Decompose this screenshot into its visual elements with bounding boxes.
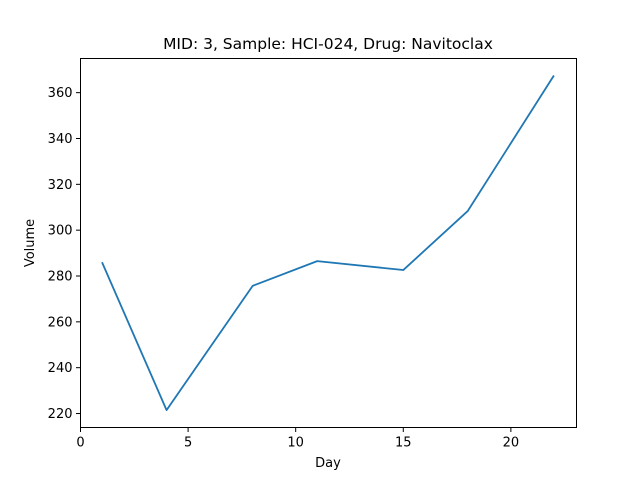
y-tick-label: 260 bbox=[48, 315, 73, 330]
y-axis-label: Volume bbox=[23, 219, 38, 267]
y-axis-ticks: 220 240 260 280 300 320 340 360 bbox=[48, 86, 81, 422]
x-axis-label: Day bbox=[315, 456, 341, 471]
chart-title: MID: 3, Sample: HCI-024, Drug: Navitocla… bbox=[163, 35, 493, 53]
x-tick-label: 5 bbox=[184, 436, 192, 451]
x-axis-ticks: 0 5 10 15 20 bbox=[76, 427, 520, 451]
plot-area bbox=[80, 58, 577, 428]
x-tick-label: 20 bbox=[503, 436, 520, 451]
y-tick-label: 220 bbox=[48, 407, 73, 422]
y-tick-label: 340 bbox=[48, 132, 73, 147]
x-tick-label: 0 bbox=[76, 436, 84, 451]
axes-frame bbox=[80, 58, 577, 428]
x-tick-label: 10 bbox=[287, 436, 304, 451]
y-tick-label: 300 bbox=[48, 224, 73, 239]
y-tick-label: 320 bbox=[48, 178, 73, 193]
y-tick-label: 360 bbox=[48, 86, 73, 101]
y-tick-label: 280 bbox=[48, 270, 73, 285]
x-tick-label: 15 bbox=[395, 436, 412, 451]
series-line bbox=[101, 74, 555, 411]
y-tick-label: 240 bbox=[48, 361, 73, 376]
